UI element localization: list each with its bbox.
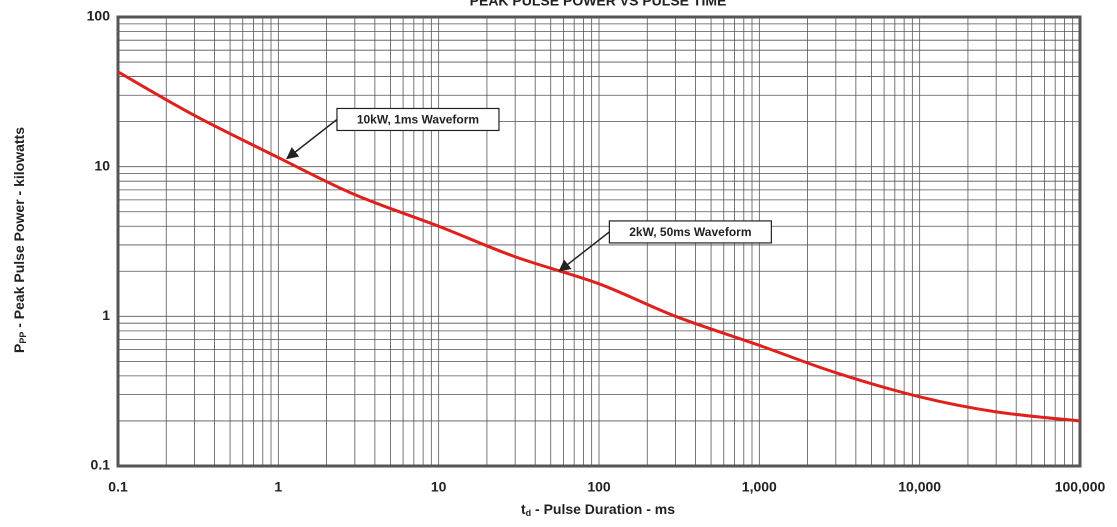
x-axis-label: td - Pulse Duration - ms [521,501,675,519]
x-tick-label: 1 [274,479,282,495]
annotation-text: 10kW, 1ms Waveform [357,113,479,127]
annotation: 10kW, 1ms Waveform [286,107,500,160]
x-tick-label: 100,000 [1055,479,1106,495]
x-tick-label: 100 [587,479,611,495]
data-line [117,70,1081,423]
grid [117,16,1081,467]
y-label-subscript: PP [18,332,28,344]
y-axis-label: PPP - Peak Pulse Power - kilowatts [11,127,29,353]
annotation-arrow [558,231,610,272]
x-tick-label: 10 [431,479,447,495]
x-tick-label: 1,000 [742,479,777,495]
annotation: 2kW, 50ms Waveform [558,220,772,272]
x-label-symbol: t [521,501,526,517]
x-label-subscript: d [526,508,532,518]
plot-frame [116,15,1082,468]
y-label-symbol: P [11,344,27,353]
y-tick-label: 10 [94,157,110,173]
x-tick-label: 10,000 [898,479,941,495]
annotation-box [608,220,772,244]
annotation-text: 2kW, 50ms Waveform [629,225,751,239]
y-tick-label: 100 [87,8,111,24]
y-label-text: - Peak Pulse Power - kilowatts [11,127,27,332]
x-tick-label: 0.1 [108,479,128,495]
chart-title: PEAK PULSE POWER VS PULSE TIME [470,0,727,9]
annotation-box [336,107,500,132]
y-tick-label: 1 [102,307,110,323]
y-tick-label: 0.1 [91,457,111,473]
annotation-arrow [286,118,338,160]
x-label-text: - Pulse Duration - ms [531,501,675,517]
